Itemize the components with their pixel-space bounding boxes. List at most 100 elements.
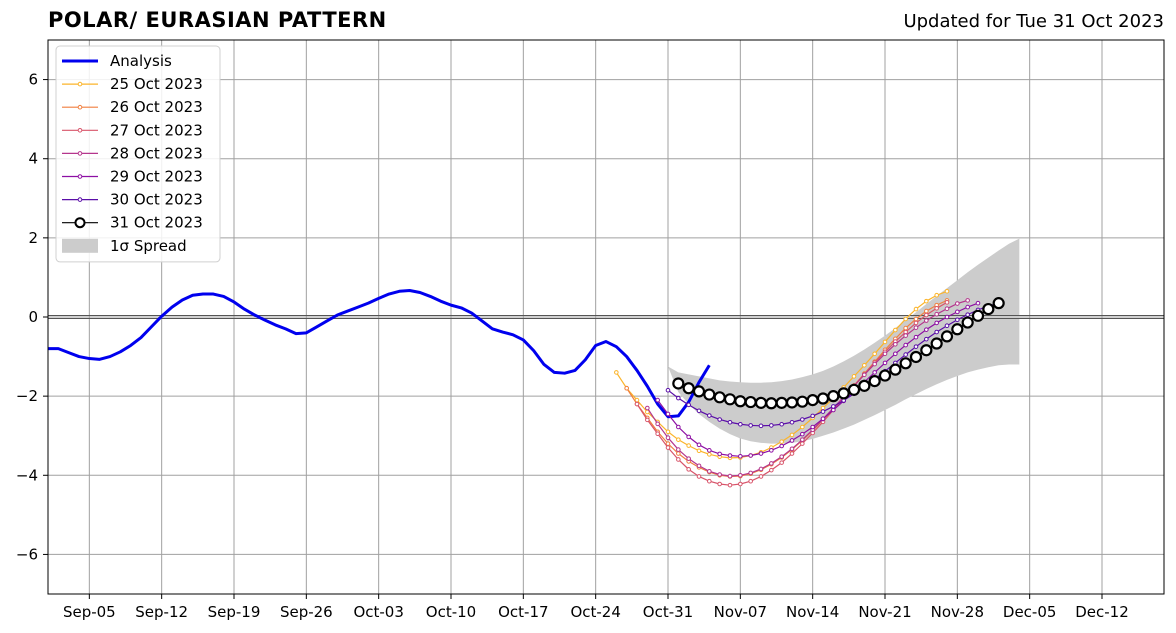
forecast-point [965, 298, 970, 303]
forecast-point [903, 316, 908, 322]
forecast-point [913, 334, 919, 340]
forecast-point [992, 297, 1005, 310]
forecast-point [903, 352, 908, 357]
forecast-point [655, 397, 660, 403]
forecast-point [748, 478, 753, 484]
forecast-point [862, 372, 867, 378]
forecast-point [707, 478, 712, 484]
forecast-point [851, 374, 857, 379]
forecast-point [858, 379, 871, 392]
forecast-point [727, 473, 733, 479]
forecast-point [934, 292, 939, 298]
forecast-point [738, 421, 743, 427]
legend-swatch [62, 238, 98, 253]
legend-marker [77, 151, 83, 156]
forecast-point [707, 469, 712, 474]
y-tick-label: −2 [16, 387, 38, 405]
forecast-point [820, 405, 826, 411]
forecast-point [889, 363, 902, 376]
forecast-point [882, 351, 888, 357]
forecast-point [717, 481, 722, 487]
legend-marker [77, 81, 83, 87]
forecast-point [816, 392, 830, 405]
legend-label: 25 Oct 2023 [110, 75, 203, 93]
forecast-point [944, 314, 950, 320]
forecast-point [717, 472, 722, 477]
legend-label: 29 Oct 2023 [110, 168, 203, 186]
forecast-point [676, 395, 681, 401]
forecast-point [831, 407, 836, 413]
x-tick-label: Oct-31 [643, 603, 693, 621]
grid-layer [48, 40, 1164, 594]
forecast-point [744, 395, 757, 409]
forecast-point [872, 361, 877, 367]
forecast-point [696, 408, 702, 414]
forecast-point [779, 454, 784, 459]
forecast-point [676, 457, 681, 462]
forecast-point [796, 395, 809, 408]
legend-label: 31 Oct 2023 [110, 214, 203, 232]
forecast-point [930, 337, 943, 350]
forecast-point [944, 306, 950, 311]
forecast-point [779, 439, 784, 444]
forecast-point [924, 327, 929, 332]
legend-marker [77, 128, 83, 133]
forecast-point [707, 413, 712, 418]
forecast-point [965, 312, 970, 317]
forecast-point [982, 302, 995, 316]
spread-layer [668, 238, 1020, 444]
forecast-point [913, 306, 919, 312]
forecast-point [820, 416, 826, 421]
forecast-point [676, 424, 681, 430]
forecast-point [738, 472, 743, 478]
x-tick-label: Nov-21 [858, 603, 911, 621]
forecast-point [903, 342, 908, 348]
forecast-point [944, 288, 950, 294]
forecast-point [800, 437, 805, 442]
forecast-point [924, 318, 929, 323]
forecast-point [899, 357, 912, 370]
forecast-point [707, 448, 712, 453]
forecast-point [665, 441, 671, 446]
x-tick-label: Nov-28 [931, 603, 984, 621]
forecast-point [614, 370, 619, 375]
forecast-point [903, 325, 908, 331]
forecast-point [682, 382, 695, 395]
forecast-point [882, 339, 888, 345]
forecast-point [789, 451, 795, 456]
forecast-point [882, 360, 888, 366]
forecast-point [758, 474, 764, 479]
forecast-point [868, 375, 881, 388]
forecast-point [769, 461, 774, 466]
forecast-point [758, 423, 764, 429]
x-tick-label: Dec-12 [1075, 603, 1129, 621]
legend-label: 27 Oct 2023 [110, 121, 203, 139]
forecast-point [893, 342, 898, 347]
forecast-point [727, 419, 733, 425]
forecast-point [779, 443, 784, 449]
forecast-point [727, 453, 733, 458]
analysis-line [48, 288, 711, 419]
forecast-point [903, 329, 908, 335]
forecast-point [645, 417, 650, 423]
forecast-point [800, 417, 805, 422]
forecast-point [754, 396, 768, 409]
forecast-point [696, 474, 702, 479]
forecast-point [769, 467, 774, 473]
x-tick-label: Oct-24 [570, 603, 620, 621]
forecast-point [944, 300, 950, 305]
forecast-point [676, 451, 681, 456]
forecast-point [765, 397, 778, 410]
forecast-point [686, 434, 691, 440]
forecast-point [696, 448, 702, 454]
legend-label: Analysis [110, 52, 172, 70]
forecast-point [862, 362, 867, 368]
tick-layer: Sep-05 Sep-12 Sep-19 Sep-26 Oct-03 Oct-10 Oct-… [16, 71, 1129, 621]
forecast-point [924, 312, 929, 318]
x-tick-label: Oct-10 [426, 603, 476, 621]
forecast-point [686, 443, 691, 448]
y-tick-label: −6 [16, 545, 38, 563]
chart-title: POLAR/ EURASIAN PATTERN [48, 8, 387, 32]
forecast-point [723, 393, 737, 406]
